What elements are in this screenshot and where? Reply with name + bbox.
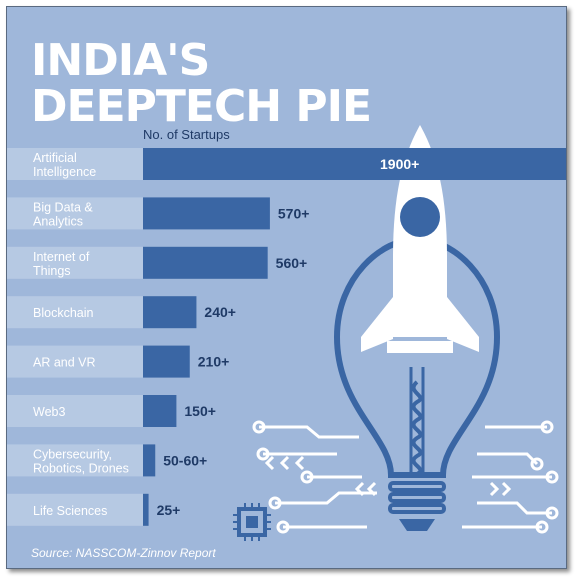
chip-icon [233, 503, 271, 541]
bar [143, 296, 197, 329]
category-band [7, 345, 143, 378]
bar [143, 148, 566, 180]
data-label: 150+ [184, 403, 216, 419]
circuit-node [530, 457, 544, 471]
bulb-base-ring [388, 492, 446, 503]
chip-core [246, 516, 258, 528]
category-band [7, 148, 143, 180]
category-label: Blockchain [33, 306, 93, 320]
category-band [7, 493, 143, 526]
circuit-node [545, 470, 559, 484]
data-label: 570+ [278, 205, 310, 221]
bulb-base-ring [388, 481, 446, 492]
circuit-node [300, 470, 314, 484]
rocket-fin-right [447, 297, 479, 352]
category-band [7, 296, 143, 329]
circuit-node [252, 420, 266, 434]
circuit-traces [252, 420, 559, 534]
category-label: Big Data & Analytics [33, 200, 93, 228]
chevron-icon [354, 481, 365, 497]
rocket-window [400, 197, 440, 237]
bar [143, 246, 268, 279]
category-label: Web3 [33, 405, 65, 419]
chevron-icon [366, 481, 377, 497]
circuit-node [535, 520, 549, 534]
circuit-node [545, 506, 559, 520]
bar [143, 345, 190, 378]
bulb-tip [399, 519, 435, 531]
category-band [7, 246, 143, 279]
axis-label: No. of Startups [143, 127, 230, 142]
rocket-nozzle [387, 341, 453, 353]
data-label: 25+ [157, 502, 181, 518]
circuit-node [268, 496, 282, 510]
chevron-icon [294, 455, 305, 471]
filament-coil [411, 380, 423, 476]
category-band [7, 197, 143, 230]
data-label: 1900+ [380, 156, 419, 172]
category-label: Cybersecurity, Robotics, Drones [33, 447, 129, 475]
chevron-icons [264, 455, 512, 497]
circuit-node [256, 447, 270, 461]
bars-layer: Artificial Intelligence 1900+ Big Data & Ana… [7, 148, 566, 526]
chevron-icon [264, 455, 275, 471]
category-label: Artificial Intelligence [33, 151, 96, 179]
bar [143, 197, 270, 230]
bulb-base-ring [388, 503, 446, 514]
bar [143, 395, 177, 427]
category-label: Internet of Things [33, 250, 90, 278]
chart-area: Artificial Intelligence 1900+ Big Data & Ana… [7, 125, 566, 541]
chevron-icon [501, 481, 512, 497]
category-label: AR and VR [33, 356, 96, 370]
circuit-line [477, 452, 539, 466]
infographic: Artificial Intelligence 1900+ Big Data & Ana… [6, 6, 567, 569]
illustration [233, 125, 559, 541]
circuit-line [275, 491, 377, 505]
category-band [7, 444, 143, 477]
data-label: 50-60+ [163, 452, 207, 468]
data-label: 560+ [276, 255, 308, 271]
title-line-1: INDIA'S [31, 35, 210, 86]
circuit-line [259, 425, 359, 439]
bar [143, 444, 156, 477]
chevron-icon [279, 455, 290, 471]
category-label: Life Sciences [33, 504, 107, 518]
source-note: Source: NASSCOM-Zinnov Report [31, 546, 216, 560]
data-label: 210+ [198, 354, 230, 370]
data-label: 240+ [204, 304, 236, 320]
title-line-2: DEEPTECH PIE [31, 81, 372, 132]
circuit-node [276, 520, 290, 534]
rocket-fin-left [361, 297, 393, 352]
circuit-node [540, 420, 554, 434]
bar [143, 493, 149, 526]
chevron-icon [489, 481, 500, 497]
circuit-line [477, 501, 552, 515]
category-band [7, 395, 143, 427]
